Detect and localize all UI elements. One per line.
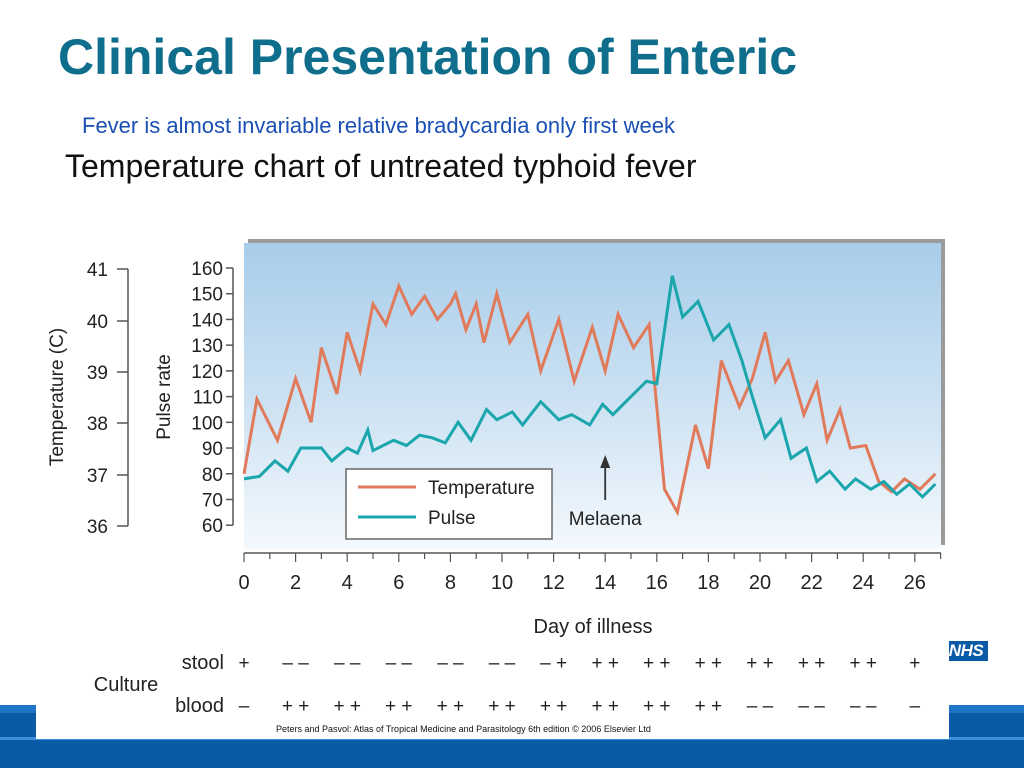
culture-cell: + + bbox=[488, 696, 515, 717]
x-tick-label: 22 bbox=[800, 572, 822, 594]
nhs-logo: NHS bbox=[944, 641, 988, 661]
series-line-temperature bbox=[242, 281, 937, 517]
culture-cell: – – bbox=[334, 653, 361, 674]
culture-cell: – + bbox=[540, 653, 567, 674]
culture-row-label-stool: stool bbox=[182, 652, 224, 674]
culture-cell: – – bbox=[747, 696, 774, 717]
culture-cell: + + bbox=[695, 696, 722, 717]
culture-cell: + + bbox=[333, 696, 360, 717]
temperature-tick-label: 37 bbox=[87, 466, 108, 487]
culture-cell: – bbox=[239, 696, 250, 717]
legend-label-temperature: Temperature bbox=[428, 478, 535, 499]
temperature-axis-label: Temperature (C) bbox=[47, 328, 68, 466]
x-tick-label: 10 bbox=[491, 572, 513, 594]
x-tick-label: 14 bbox=[594, 572, 616, 594]
pulse-axis-label: Pulse rate bbox=[154, 354, 175, 440]
pulse-tick-label: 60 bbox=[202, 516, 223, 537]
pulse-tick-label: 90 bbox=[202, 439, 223, 460]
culture-cell: – – bbox=[386, 653, 413, 674]
annotation-label: Melaena bbox=[569, 509, 642, 530]
temperature-tick-label: 38 bbox=[87, 414, 108, 435]
culture-cell: – – bbox=[489, 653, 516, 674]
culture-cell: + + bbox=[282, 696, 309, 717]
culture-cell: – – bbox=[850, 696, 877, 717]
temperature-tick-label: 39 bbox=[87, 363, 108, 384]
culture-cell: + bbox=[238, 653, 249, 674]
x-tick-label: 8 bbox=[445, 572, 456, 594]
x-tick-label: 24 bbox=[852, 572, 874, 594]
culture-label: Culture bbox=[94, 674, 158, 696]
slide-title: Clinical Presentation of Enteric bbox=[58, 29, 798, 85]
pulse-tick-label: 130 bbox=[191, 336, 223, 357]
pulse-tick-label: 80 bbox=[202, 465, 223, 486]
pulse-tick-label: 160 bbox=[191, 259, 223, 280]
pulse-tick-label: 140 bbox=[191, 310, 223, 331]
x-tick-label: 6 bbox=[393, 572, 404, 594]
culture-cell: + + bbox=[437, 696, 464, 717]
culture-cell: + + bbox=[798, 653, 825, 674]
legend-label-pulse: Pulse bbox=[428, 508, 476, 529]
culture-cell: – – bbox=[798, 696, 825, 717]
figure-heading: Temperature chart of untreated typhoid f… bbox=[65, 148, 697, 184]
series-line-pulse bbox=[243, 275, 937, 500]
culture-cell: + + bbox=[695, 653, 722, 674]
slide-subtitle: Fever is almost invariable relative brad… bbox=[82, 113, 676, 138]
temperature-tick-label: 41 bbox=[87, 260, 108, 281]
temperature-tick-label: 40 bbox=[87, 312, 108, 333]
culture-cell: + + bbox=[591, 696, 618, 717]
culture-cell: – – bbox=[282, 653, 309, 674]
culture-cell: + + bbox=[746, 653, 773, 674]
x-tick-label: 26 bbox=[904, 572, 926, 594]
culture-cell: + + bbox=[591, 653, 618, 674]
culture-cell: + + bbox=[643, 653, 670, 674]
culture-cell: + + bbox=[385, 696, 412, 717]
culture-row-label-blood: blood bbox=[175, 695, 224, 717]
x-tick-label: 18 bbox=[697, 572, 719, 594]
culture-cell: + + bbox=[849, 653, 876, 674]
pulse-tick-label: 100 bbox=[191, 413, 223, 434]
culture-cell: + + bbox=[643, 696, 670, 717]
melaena-arrow-head bbox=[600, 455, 611, 468]
culture-cell: + bbox=[909, 653, 920, 674]
legend-box bbox=[345, 468, 553, 540]
x-tick-label: 20 bbox=[749, 572, 771, 594]
citation: Peters and Pasvol: Atlas of Tropical Med… bbox=[276, 724, 651, 734]
x-axis-label: Day of illness bbox=[534, 616, 653, 638]
x-tick-label: 12 bbox=[542, 572, 564, 594]
x-tick-label: 0 bbox=[238, 572, 249, 594]
culture-cell: – bbox=[910, 696, 921, 717]
pulse-tick-label: 70 bbox=[202, 490, 223, 511]
pulse-tick-label: 110 bbox=[193, 388, 223, 409]
temperature-tick-label: 36 bbox=[87, 517, 108, 538]
culture-cell: – – bbox=[437, 653, 464, 674]
culture-cell: + + bbox=[540, 696, 567, 717]
x-tick-label: 2 bbox=[290, 572, 301, 594]
pulse-tick-label: 150 bbox=[191, 285, 223, 306]
x-tick-label: 4 bbox=[342, 572, 353, 594]
x-tick-label: 16 bbox=[646, 572, 668, 594]
pulse-tick-label: 120 bbox=[191, 362, 223, 383]
